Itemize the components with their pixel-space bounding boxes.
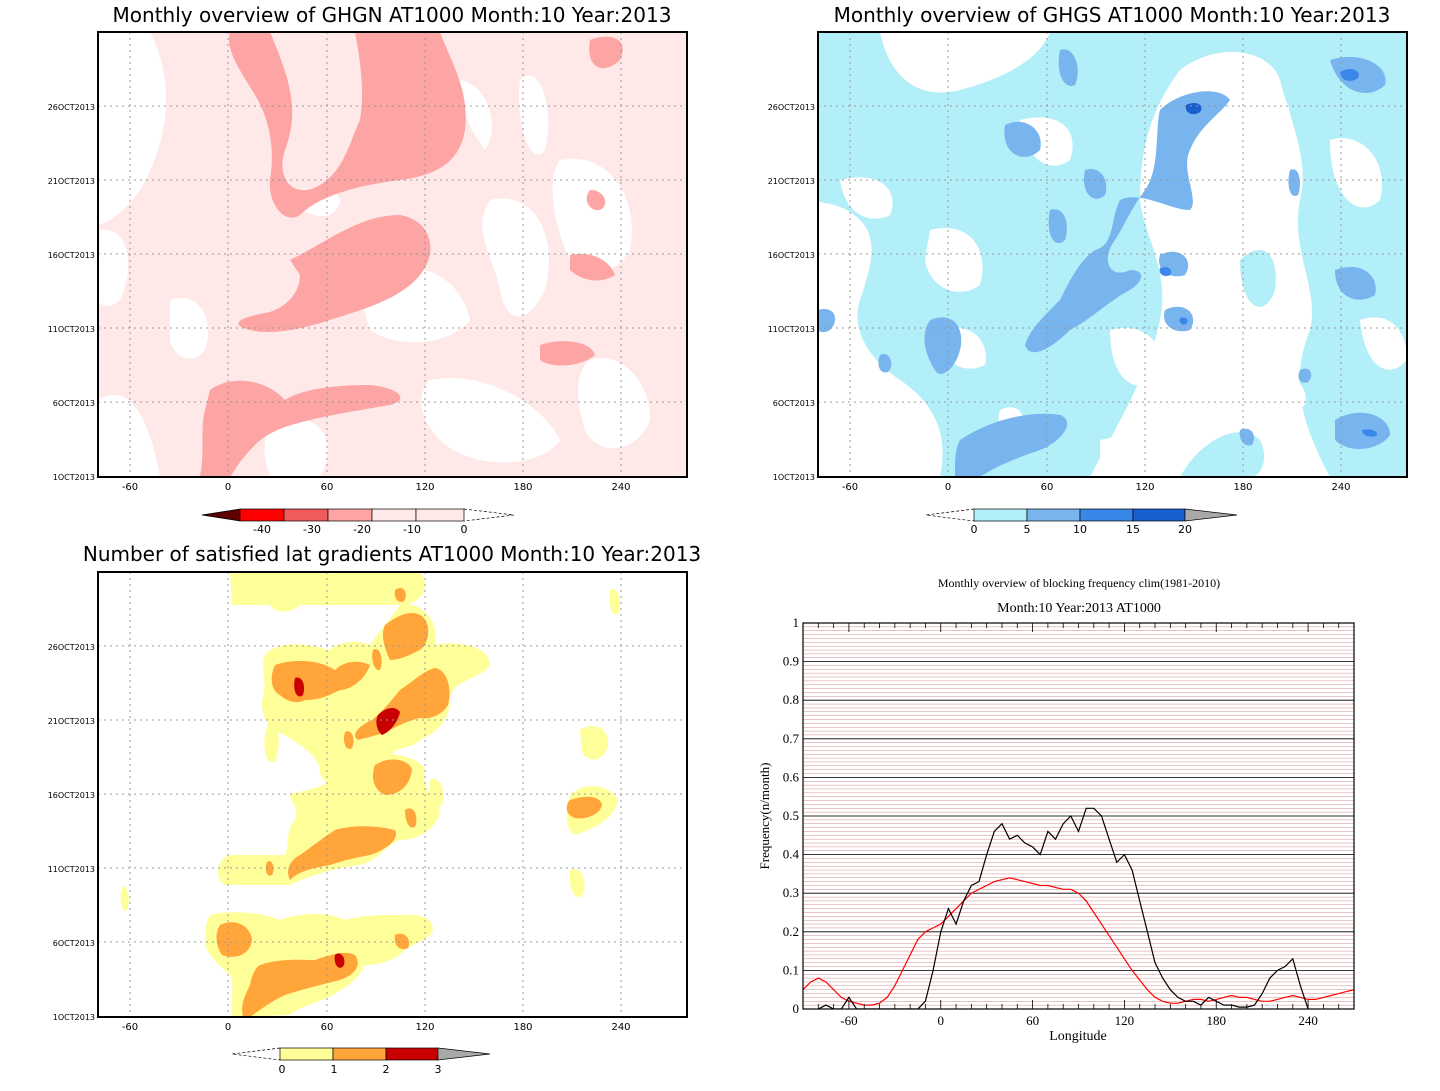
- gradients-xtick-4: 180: [513, 1022, 532, 1033]
- ghgs-x-ticks: -60 0 60 120 180 240: [842, 482, 1351, 493]
- ghgn-ytick-1: 6OCT2013: [53, 399, 95, 408]
- gradients-ytick-1: 6OCT2013: [53, 939, 95, 948]
- ghgn-ytick-3: 16OCT2013: [48, 251, 95, 260]
- gradients-y-ticks: 1OCT2013 6OCT2013 11OCT2013 16OCT2013 21…: [48, 643, 95, 1022]
- blocking-ylabel: Frequency(n/month): [757, 763, 772, 870]
- climatology-line: [803, 877, 1354, 1006]
- ghgs-y-ticks: 1OCT2013 6OCT2013 11OCT2013 16OCT2013 21…: [768, 103, 815, 482]
- ghgs-cbar-label-4: 20: [1178, 523, 1192, 536]
- gradients-ytick-4: 21OCT2013: [48, 717, 95, 726]
- blocking-xtick-label: 60: [1026, 1013, 1039, 1028]
- ghgs-cbar-label-1: 5: [1024, 523, 1031, 536]
- ghgs-ytick-1: 6OCT2013: [773, 399, 815, 408]
- ghgn-xtick-2: 60: [321, 482, 334, 493]
- blocking-ytick-label: 0.3: [783, 885, 799, 900]
- blocking-y-ticks: 0 0.1 0.2 0.3 0.4 0.5 0.6 0.7 0.8 0.9 1: [783, 615, 800, 1016]
- blocking-panel: Monthly overview of blocking frequency c…: [757, 576, 1355, 1044]
- ghgs-xtick-1: 0: [945, 482, 951, 493]
- gradients-xtick-0: -60: [122, 1022, 138, 1033]
- gradients-plot-frame: [97, 571, 688, 1018]
- blocking-subtitle: Month:10 Year:2013 AT1000: [997, 601, 1161, 616]
- ghgn-x-ticks: -60 0 60 120 180 240: [122, 482, 631, 493]
- blocking-title: Monthly overview of blocking frequency c…: [938, 576, 1220, 590]
- ghgn-ytick-5: 26OCT2013: [48, 103, 95, 112]
- blocking-x-ticks: -60 0 60 120 180 240: [802, 623, 1355, 1028]
- gradients-xtick-3: 120: [415, 1022, 434, 1033]
- observed-line: [818, 807, 1309, 1009]
- blocking-ytick-label: 0.5: [783, 808, 799, 823]
- ghgs-colorbar: 0 5 10 15 20: [925, 508, 1238, 536]
- ghgn-xtick-4: 180: [513, 482, 532, 493]
- gradients-colorbar: 0 1 2 3: [231, 1047, 491, 1076]
- ghgn-xtick-1: 0: [225, 482, 231, 493]
- ghgs-xtick-5: 240: [1331, 482, 1350, 493]
- ghgn-grid: [98, 32, 687, 477]
- ghgs-cbar-label-0: 0: [971, 523, 978, 536]
- blocking-ytick-label: 1: [793, 615, 800, 630]
- gradients-ytick-0: 1OCT2013: [53, 1013, 95, 1022]
- blocking-ytick-label: 0.7: [783, 731, 800, 746]
- blocking-ytick-label: 0.4: [783, 847, 800, 862]
- ghgs-ytick-2: 11OCT2013: [768, 325, 815, 334]
- ghgn-xtick-5: 240: [611, 482, 630, 493]
- ghgn-y-ticks: 1OCT2013 6OCT2013 11OCT2013 16OCT2013 21…: [48, 103, 95, 482]
- gradients-title: Number of satisfied lat gradients AT1000…: [83, 542, 701, 566]
- blocking-ytick-label: 0.1: [783, 962, 799, 977]
- ghgn-panel: Monthly overview of GHGN AT1000 Month:10…: [48, 3, 688, 536]
- ghgs-xtick-2: 60: [1041, 482, 1054, 493]
- ghgs-grid: [818, 32, 1407, 477]
- ghgs-ytick-5: 26OCT2013: [768, 103, 815, 112]
- ghgn-xtick-0: -60: [122, 482, 138, 493]
- gradients-x-ticks: -60 0 60 120 180 240: [122, 1022, 631, 1033]
- ghgs-cbar-label-3: 15: [1126, 523, 1140, 536]
- gradients-ytick-3: 16OCT2013: [48, 791, 95, 800]
- gradients-xtick-2: 60: [321, 1022, 334, 1033]
- blocking-ytick-label: 0.9: [783, 654, 799, 669]
- ghgn-title: Monthly overview of GHGN AT1000 Month:10…: [113, 3, 672, 27]
- gradients-grid: [98, 572, 687, 1017]
- ghgn-cbar-label-1: -30: [303, 523, 321, 536]
- ghgs-xtick-4: 180: [1233, 482, 1252, 493]
- ghgn-ytick-4: 21OCT2013: [48, 177, 95, 186]
- ghgs-title: Monthly overview of GHGS AT1000 Month:10…: [834, 3, 1391, 27]
- gradients-xtick-1: 0: [225, 1022, 231, 1033]
- ghgn-colorbar: -40 -30 -20 -10 0: [201, 508, 515, 536]
- blocking-ytick-label: 0.8: [783, 692, 799, 707]
- ghgn-ytick-2: 11OCT2013: [48, 325, 95, 334]
- ghgn-cbar-label-4: 0: [461, 523, 468, 536]
- blocking-xtick-label: 0: [938, 1013, 945, 1028]
- gradients-ytick-2: 11OCT2013: [48, 865, 95, 874]
- blocking-xtick-label: -60: [840, 1013, 857, 1028]
- ghgs-ytick-0: 1OCT2013: [773, 473, 815, 482]
- gradients-cbar-label-2: 2: [383, 1063, 390, 1076]
- gradients-cbar-label-3: 3: [435, 1063, 442, 1076]
- ghgn-plot-frame: [97, 31, 688, 478]
- ghgs-plot-frame: [817, 31, 1408, 478]
- ghgn-ytick-0: 1OCT2013: [53, 473, 95, 482]
- ghgn-cbar-label-0: -40: [253, 523, 271, 536]
- gradients-xtick-5: 240: [611, 1022, 630, 1033]
- ghgs-xtick-3: 120: [1135, 482, 1154, 493]
- blocking-xtick-label: 180: [1207, 1013, 1227, 1028]
- blocking-ytick-label: 0.2: [783, 924, 799, 939]
- gradients-cbar-label-0: 0: [279, 1063, 286, 1076]
- blocking-xtick-label: 120: [1115, 1013, 1135, 1028]
- blocking-xtick-label: 240: [1298, 1013, 1318, 1028]
- ghgn-cbar-label-3: -10: [403, 523, 421, 536]
- blocking-xlabel: Longitude: [1049, 1029, 1107, 1044]
- ghgn-xtick-3: 120: [415, 482, 434, 493]
- gradients-cbar-label-1: 1: [331, 1063, 338, 1076]
- ghgs-panel: Monthly overview of GHGS AT1000 Month:10…: [768, 3, 1408, 536]
- ghgs-xtick-0: -60: [842, 482, 858, 493]
- ghgs-ytick-3: 16OCT2013: [768, 251, 815, 260]
- ghgs-ytick-4: 21OCT2013: [768, 177, 815, 186]
- gradients-ytick-5: 26OCT2013: [48, 643, 95, 652]
- blocking-lines: [803, 807, 1354, 1009]
- gradients-panel: Number of satisfied lat gradients AT1000…: [48, 542, 701, 1076]
- ghgn-cbar-label-2: -20: [353, 523, 371, 536]
- blocking-ytick-label: 0.6: [783, 769, 800, 784]
- blocking-ytick-label: 0: [793, 1001, 800, 1016]
- ghgs-cbar-label-2: 10: [1073, 523, 1087, 536]
